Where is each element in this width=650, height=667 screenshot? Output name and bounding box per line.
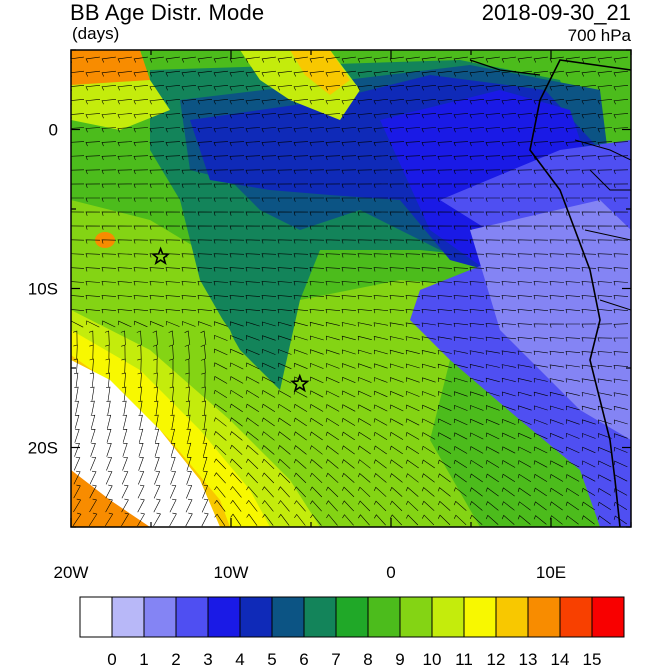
map-panel <box>71 50 631 527</box>
colorbar-swatch <box>111 596 145 638</box>
field-region-age-11-south <box>71 310 320 527</box>
colorbar-label: 14 <box>551 650 570 667</box>
x-tick-label: 10W <box>214 563 249 582</box>
colorbar-label: 1 <box>139 650 148 667</box>
colorbar-swatch <box>239 596 273 638</box>
axis-tick-labels: 20W 10W 0 10E 0 10S 20S <box>28 121 566 583</box>
colorbar-label: 3 <box>203 650 212 667</box>
field-region-age-14-southwest <box>71 470 150 527</box>
valid-time-label: 2018-09-30_21 <box>481 0 631 25</box>
pressure-level-label: 700 hPa <box>567 26 631 45</box>
colorbar-label: 13 <box>519 650 538 667</box>
colorbar-swatch <box>527 596 561 638</box>
colorbar-swatch <box>79 596 113 638</box>
colorbar-swatch <box>367 596 401 638</box>
colorbar-swatch <box>175 596 209 638</box>
colorbar-swatch <box>591 596 625 638</box>
y-tick-label: 10S <box>28 280 58 299</box>
colorbar-swatch <box>399 596 433 638</box>
coastline-north <box>469 59 541 76</box>
field-region-age-14-northwest <box>71 50 150 90</box>
colorbar-swatch <box>463 596 497 638</box>
colorbar-label: 5 <box>267 650 276 667</box>
field-region-age-11-northwest <box>71 80 170 130</box>
colorbar-label: 4 <box>235 650 244 667</box>
colorbar-swatch <box>559 596 593 638</box>
colorbar-swatch <box>207 596 241 638</box>
colorbar: 0 1 2 3 4 5 6 7 8 9 10 11 12 13 14 15 <box>79 596 625 667</box>
colorbar-label: 11 <box>455 650 473 667</box>
field-region-age-12-south <box>71 330 270 527</box>
colorbar-label: 8 <box>363 650 372 667</box>
colorbar-label: 15 <box>583 650 602 667</box>
colorbar-swatch <box>431 596 465 638</box>
map-title: BB Age Distr. Mode <box>70 0 265 25</box>
colorbar-swatch <box>495 596 529 638</box>
x-tick-label: 0 <box>386 563 395 582</box>
colorbar-label: 0 <box>107 650 116 667</box>
colorbar-swatch <box>143 596 177 638</box>
field-region-age-10-west <box>71 200 250 380</box>
field-region-coastal-green <box>430 360 600 527</box>
units-label: (days) <box>72 24 120 43</box>
country-borders <box>574 139 631 311</box>
y-tick-label: 0 <box>49 121 58 140</box>
colorbar-swatch <box>303 596 337 638</box>
x-tick-label: 10E <box>536 563 566 582</box>
x-tick-label: 20W <box>54 563 89 582</box>
colorbar-label: 9 <box>395 650 404 667</box>
colorbar-swatch <box>335 596 369 638</box>
y-tick-label: 20S <box>28 439 58 458</box>
station-markers <box>150 246 310 393</box>
colorbar-label: 6 <box>299 650 308 667</box>
wind-barbs <box>71 56 629 527</box>
colorbar-label: 12 <box>487 650 506 667</box>
field-region-age-13-north <box>290 50 350 95</box>
colorbar-label: 10 <box>423 650 442 667</box>
axis-ticks <box>70 49 632 528</box>
star-marker-ascension-area <box>150 246 171 266</box>
star-marker-st-helena-area <box>290 373 310 393</box>
colorbar-swatch <box>271 596 305 638</box>
colorbar-label: 2 <box>171 650 180 667</box>
colorbar-label: 7 <box>331 650 340 667</box>
